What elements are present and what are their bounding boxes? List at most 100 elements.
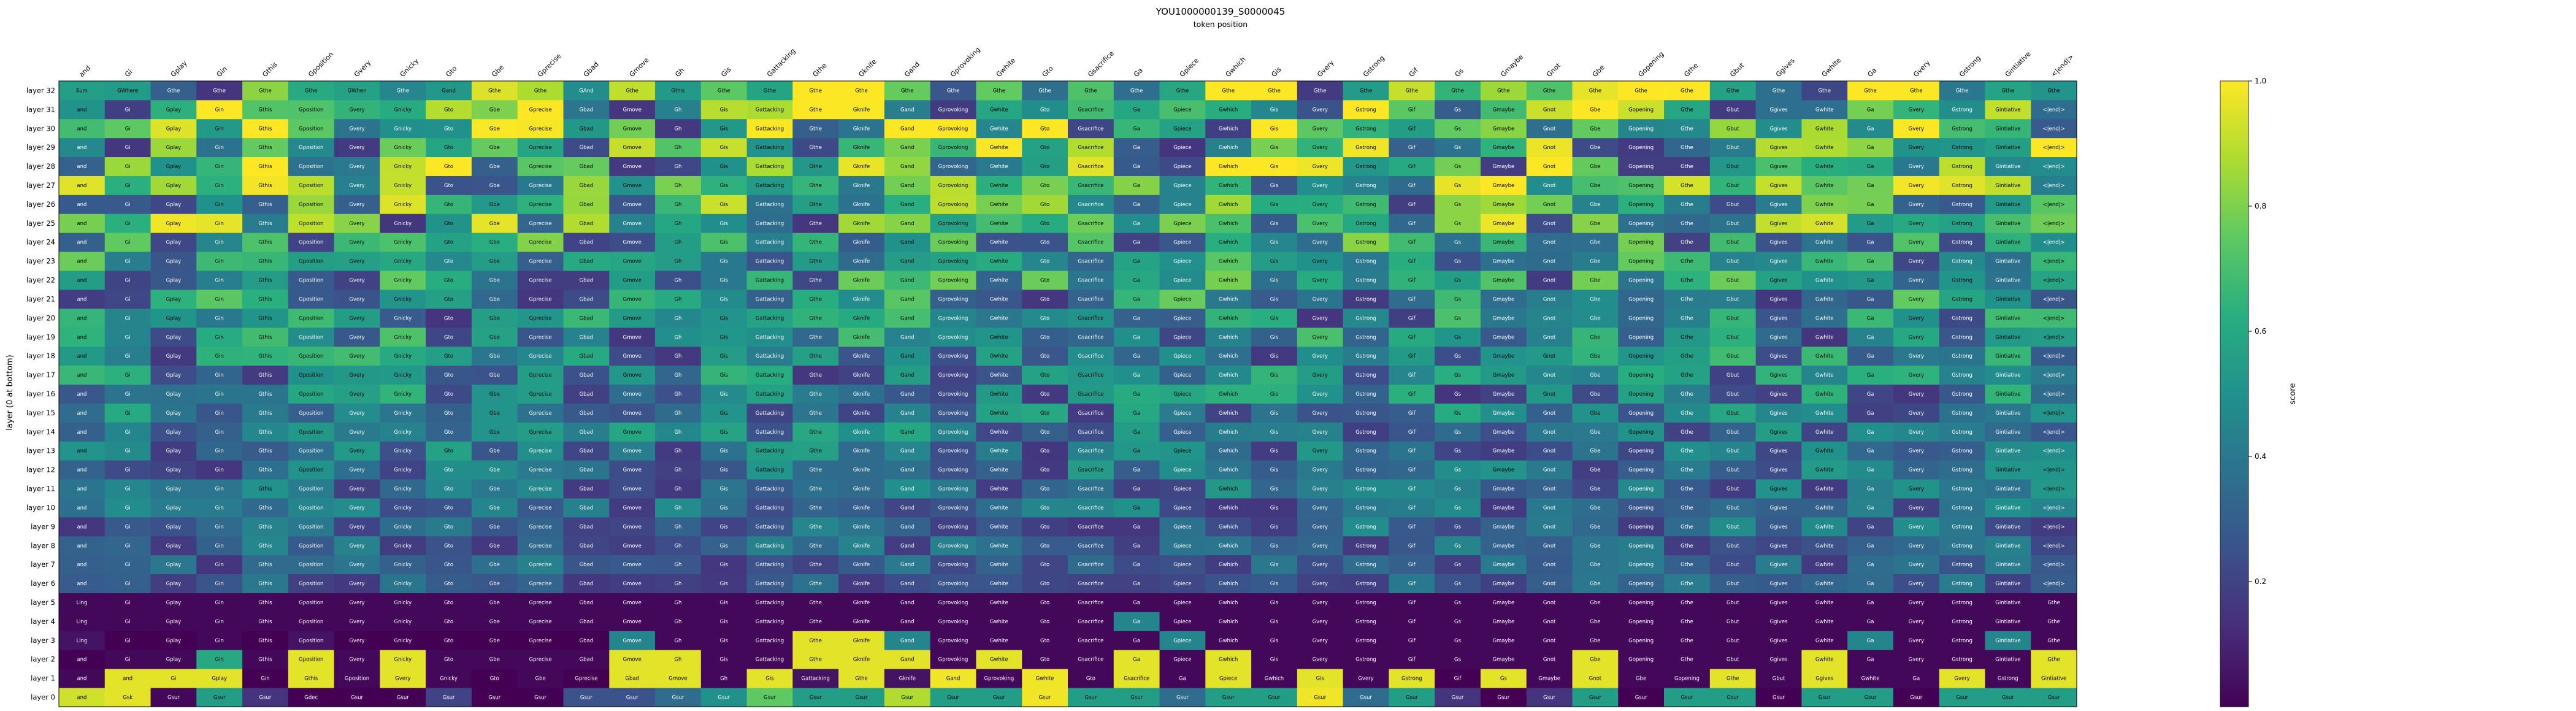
- heatmap-cell: [1709, 612, 1756, 631]
- heatmap-cell: [150, 118, 197, 139]
- heatmap-cell: [1159, 99, 1206, 120]
- heatmap-cell: [792, 137, 839, 158]
- heatmap-cell-label: Gthe: [809, 543, 822, 549]
- heatmap-cell-label: Gstrong: [1952, 657, 1972, 663]
- heatmap-cell: [288, 688, 335, 707]
- heatmap-cell: [930, 650, 976, 669]
- heatmap-cell: [104, 137, 151, 158]
- heatmap-cell: [1480, 403, 1527, 423]
- heatmap-cell: [1480, 631, 1527, 650]
- heatmap-cell: [563, 81, 610, 101]
- heatmap-cell-label: Gwhite: [1815, 410, 1834, 417]
- heatmap-cell: [1847, 365, 1894, 385]
- heatmap-cell-label: Gnot: [1543, 240, 1556, 246]
- heatmap-cell: [1709, 555, 1756, 575]
- heatmap-cell-label: Gwhite: [1815, 543, 1834, 549]
- heatmap-cell-label: Ga: [1867, 164, 1874, 170]
- heatmap-cell: [1068, 479, 1114, 499]
- heatmap-cell: [426, 422, 472, 442]
- x-tick-label: Gh: [673, 66, 686, 79]
- heatmap-cell-label: Gsur: [1268, 695, 1281, 701]
- heatmap-cell: [150, 498, 197, 518]
- colorbar-ticks: 0.20.40.60.81.0: [2248, 77, 2266, 586]
- heatmap-cell-label: Gpiece: [1173, 486, 1191, 493]
- heatmap-cell-label: Gthe: [1681, 619, 1693, 625]
- heatmap-cell: [792, 688, 839, 707]
- heatmap-cell-label: Gprovoking: [938, 164, 968, 170]
- heatmap-cell-label: Gthe: [809, 296, 822, 302]
- heatmap-cell-label: Gis: [1270, 278, 1279, 284]
- heatmap-cell-label: Gbad: [580, 164, 594, 170]
- heatmap-cell-label: Gstrong: [1355, 486, 1376, 493]
- heatmap-cell-label: Gvery: [1909, 202, 1924, 208]
- heatmap-cell: [2031, 631, 2077, 650]
- heatmap-cell-label: Ga: [1133, 448, 1140, 455]
- heatmap-cell: [1068, 327, 1114, 347]
- heatmap-cell: [1893, 669, 1940, 688]
- heatmap-cell-label: Ggives: [1769, 334, 1788, 340]
- heatmap-cell-label: Gvery: [349, 448, 364, 455]
- heatmap-cell: [1755, 118, 1802, 139]
- heatmap-cell: [1572, 441, 1619, 461]
- heatmap-cell: [792, 365, 839, 385]
- heatmap-cell: [471, 631, 518, 650]
- heatmap-cell: [1893, 612, 1940, 631]
- heatmap-cell: [517, 593, 564, 612]
- heatmap-cell: [1435, 81, 1481, 101]
- heatmap-cell-label: Gto: [444, 562, 453, 568]
- heatmap-cell-label: Gs: [1500, 676, 1508, 682]
- heatmap-cell-label: Gnot: [1543, 657, 1556, 663]
- heatmap-cell: [288, 327, 335, 347]
- heatmap-cell-label: Gvery: [349, 202, 364, 208]
- heatmap-cell-label: Gstrong: [1355, 600, 1376, 606]
- heatmap-cell-label: Gin: [215, 429, 224, 436]
- heatmap-cell: [1755, 290, 1802, 309]
- heatmap-cell-label: Gand: [900, 259, 914, 265]
- heatmap-cell-label: Gto: [1040, 334, 1049, 340]
- heatmap-cell: [1389, 441, 1435, 461]
- heatmap-cell-label: Gthe: [1681, 296, 1693, 302]
- heatmap-cell: [150, 99, 197, 120]
- heatmap-cell-label: Gwhite: [1036, 676, 1054, 682]
- heatmap-cell-label: Gto: [444, 486, 453, 493]
- heatmap-cell: [1709, 403, 1756, 423]
- heatmap-cell: [1755, 403, 1802, 423]
- heatmap-cell: [1709, 479, 1756, 499]
- heatmap-cell-label: Gis: [1270, 315, 1279, 321]
- heatmap-cell-label: Gstrong: [1952, 278, 1972, 284]
- heatmap-cell: [1480, 669, 1527, 688]
- heatmap-cell: [150, 81, 197, 101]
- heatmap-cell-label: Gthe: [809, 486, 822, 493]
- heatmap-cell: [1480, 252, 1527, 271]
- heatmap-cell-label: Gto: [444, 372, 453, 379]
- heatmap-cell: [104, 441, 151, 461]
- heatmap-cell-label: Gattacking: [756, 334, 784, 340]
- heatmap-cell: [517, 650, 564, 669]
- heatmap-cell: [1939, 574, 1985, 593]
- heatmap-cell-label: Gbad: [580, 315, 594, 321]
- heatmap-cell-label: Gvery: [1909, 107, 1924, 113]
- heatmap-cell: [426, 441, 472, 461]
- heatmap-cell-label: Gvery: [1313, 126, 1328, 132]
- heatmap-cell-label: Gin: [215, 315, 224, 321]
- heatmap-cell-label: Gknife: [853, 543, 870, 549]
- heatmap-cell: [1709, 346, 1756, 366]
- heatmap-cell-label: Gstrong: [1952, 334, 1972, 340]
- heatmap-cell-label: Ga: [1867, 562, 1874, 568]
- heatmap-cell: [380, 555, 426, 575]
- heatmap-cell-label: Gthe: [809, 88, 822, 94]
- heatmap-cell: [1205, 290, 1252, 309]
- heatmap-cell: [2031, 403, 2077, 423]
- heatmap-cell-label: Gprecise: [529, 562, 552, 568]
- heatmap-cell: [884, 498, 931, 518]
- heatmap-cell: [655, 403, 702, 423]
- heatmap-cell-label: Gwhite: [1815, 221, 1834, 227]
- heatmap-cell: [700, 688, 747, 707]
- heatmap-cell-label: Gmove: [623, 164, 641, 170]
- heatmap-cell-label: Gnicky: [394, 183, 412, 189]
- heatmap-cell-label: Gnicky: [394, 581, 412, 587]
- heatmap-cell: [1480, 308, 1527, 328]
- heatmap-cell-label: Gis: [720, 524, 729, 530]
- heatmap-cell: [1297, 175, 1344, 195]
- heatmap-cell-label: Gthe: [1681, 505, 1693, 511]
